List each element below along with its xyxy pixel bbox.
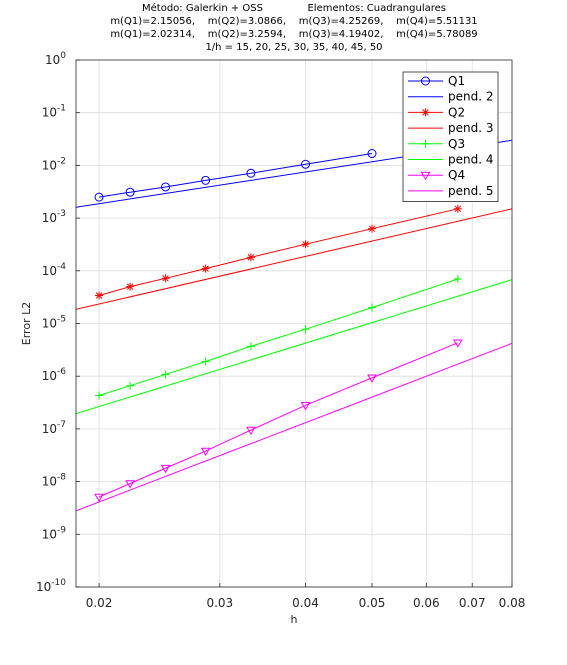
legend-label: Q2 (448, 105, 465, 119)
data-point-q2 (246, 253, 255, 262)
x-tick-label: 0.04 (292, 596, 319, 610)
y-tick-label: 10-4 (42, 262, 67, 278)
legend-marker (421, 139, 430, 148)
x-tick-label: 0.05 (359, 596, 386, 610)
data-point-q4 (246, 426, 256, 436)
title-line: m(Q1)=2.02314, m(Q2)=3.2594, m(Q3)=4.194… (110, 29, 477, 40)
y-axis-label: Error L2 (20, 302, 33, 345)
legend-label: pend. 3 (448, 121, 494, 135)
axis-ticks: 0.02 0.03 0.04 0.05 0.06 0.07 0.08 100 10-1 10-2 1… (36, 51, 525, 610)
title-line: Método: Galerkin + OSS Elementos: Cuadra… (142, 2, 446, 14)
x-axis-label: h (291, 613, 298, 626)
legend-label: pend. 5 (448, 184, 494, 198)
data-point-q1 (201, 175, 211, 185)
legend-label: Q1 (448, 74, 465, 88)
data-point-q1 (301, 159, 311, 169)
legend-item-pend-2: pend. 2 (408, 90, 494, 104)
legend-marker (420, 171, 431, 181)
data-point-q3 (161, 370, 170, 379)
legend-label: pend. 2 (448, 90, 494, 104)
legend-label: Q4 (448, 168, 465, 182)
data-point-q4 (94, 493, 104, 502)
y-tick-label: 10-7 (42, 420, 66, 436)
y-tick-label: 10-10 (36, 578, 66, 594)
x-tick-label: 0.02 (86, 596, 113, 610)
data-point-q4 (200, 447, 211, 457)
y-tick-label: 10-5 (42, 315, 66, 331)
data-point-q3 (246, 342, 255, 351)
data-point-q1 (246, 168, 256, 178)
data-point-q1 (125, 187, 135, 197)
legend-item-q1: Q1 (408, 74, 465, 88)
y-tick-label: 10-6 (42, 367, 67, 383)
slope-line-pend-5 (76, 342, 512, 512)
legend: Q1 pend. 2Q2 pend. 3 Q3 pend. 4Q4 pend. 5 (402, 71, 499, 203)
data-point-q4 (125, 480, 136, 489)
y-tick-label: 100 (45, 51, 66, 67)
legend-marker (421, 76, 430, 86)
series-line-q3 (98, 278, 458, 396)
legend-item-pend-4: pend. 4 (408, 153, 494, 167)
data-point-q3 (126, 381, 135, 390)
x-tick-label: 0.03 (206, 596, 233, 610)
y-tick-label: 10-8 (42, 473, 67, 489)
series-line-q2 (98, 208, 458, 296)
data-point-q4 (160, 464, 171, 474)
data-point-q2 (95, 291, 104, 300)
slope-line-pend-3 (76, 208, 512, 310)
title-line: m(Q1)=2.15056, m(Q2)=3.0866, m(Q3)=4.252… (110, 16, 477, 27)
legend-item-pend-5: pend. 5 (408, 184, 494, 198)
x-tick-label: 0.07 (459, 596, 486, 610)
data-point-q3 (367, 303, 376, 312)
data-point-q2 (201, 264, 210, 273)
title-line: 1/h = 15, 20, 25, 30, 35, 40, 45, 50 (205, 42, 382, 53)
plot-area (76, 139, 512, 512)
data-point-q2 (126, 282, 135, 291)
data-point-q1 (94, 192, 104, 202)
legend-marker (421, 108, 430, 117)
y-tick-label: 10-1 (42, 104, 66, 120)
data-point-q3 (453, 274, 462, 283)
y-tick-label: 10-3 (42, 209, 66, 225)
data-point-q3 (301, 325, 310, 334)
x-tick-label: 0.08 (499, 596, 526, 610)
data-point-q3 (95, 391, 104, 400)
legend-label: pend. 4 (448, 153, 494, 167)
legend-item-q4: Q4 (408, 168, 465, 182)
data-point-q2 (161, 274, 170, 283)
legend-label: Q3 (448, 137, 465, 151)
data-point-q2 (301, 240, 310, 249)
legend-item-q2: Q2 (408, 105, 465, 119)
y-tick-label: 10-2 (42, 156, 66, 172)
data-point-q4 (300, 402, 311, 411)
legend-item-q3: Q3 (408, 137, 465, 151)
y-tick-label: 10-9 (42, 525, 67, 541)
chart-title: Método: Galerkin + OSS Elementos: Cuadra… (110, 2, 477, 53)
data-point-q1 (161, 182, 171, 192)
data-point-q2 (453, 204, 462, 213)
data-point-q3 (201, 357, 210, 366)
data-point-q1 (367, 149, 377, 159)
data-point-q4 (452, 339, 463, 348)
x-tick-label: 0.06 (413, 596, 440, 610)
series-line-q4 (98, 342, 459, 498)
data-point-q2 (367, 224, 376, 233)
legend-item-pend-3: pend. 3 (408, 121, 494, 135)
legend-box (402, 71, 499, 203)
data-point-q4 (367, 374, 377, 383)
series-line-q1 (98, 153, 373, 198)
slope-line-pend-4 (76, 279, 512, 415)
